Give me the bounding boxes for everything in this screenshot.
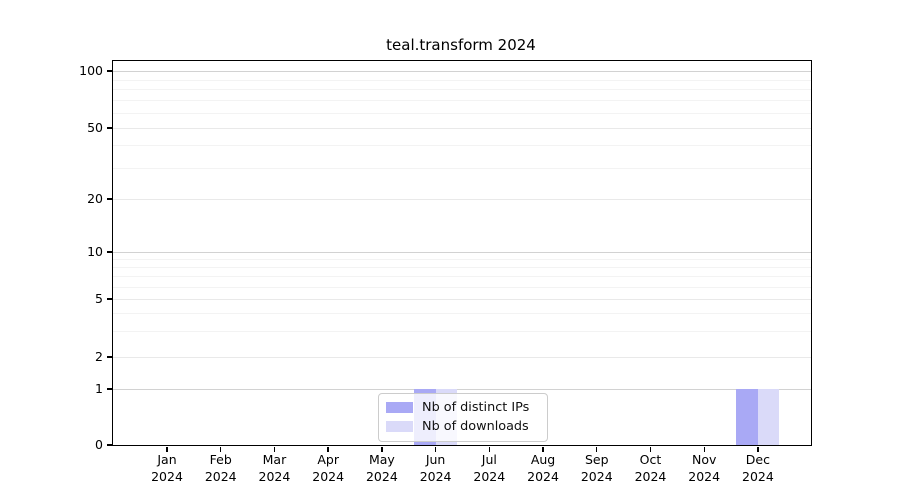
x-tick-mark (273, 446, 276, 452)
y-gridline-minor (113, 313, 811, 315)
x-label-month: Sep (584, 452, 609, 467)
x-label-month: Jul (481, 452, 497, 467)
x-tick-mark (649, 446, 652, 452)
y-gridline (113, 71, 811, 72)
y-tick-mark (106, 251, 112, 253)
legend: Nb of distinct IPs Nb of downloads (378, 393, 548, 442)
y-gridline-minor (113, 259, 811, 261)
x-tick-mark (757, 446, 759, 452)
x-label-year: 2024 (688, 468, 721, 484)
y-gridline-minor (113, 145, 811, 147)
x-label-month: Jun (425, 452, 446, 467)
y-tick-mark (106, 298, 112, 300)
y-axis-tick-label: 50 (87, 120, 103, 135)
y-tick-mark (106, 70, 112, 72)
bar-distinct-ips (736, 389, 758, 445)
x-label-year: 2024 (365, 468, 398, 484)
y-axis-tick-label: 10 (87, 244, 103, 259)
x-label-month: Nov (691, 452, 717, 467)
x-axis-tick-label: Aug 2024 (511, 452, 575, 485)
x-axis-tick-label: Mar 2024 (242, 452, 306, 485)
y-gridline-minor (113, 331, 811, 333)
x-tick-mark (434, 446, 437, 452)
x-axis-tick-label: Dec 2024 (726, 452, 790, 485)
y-gridline-minor (113, 167, 811, 169)
y-tick-mark (106, 444, 112, 446)
x-label-month: Apr (317, 452, 339, 467)
y-gridline-minor (113, 79, 811, 81)
x-axis-tick-label: Oct 2024 (618, 452, 682, 485)
x-axis-tick-label: Jul 2024 (457, 452, 521, 485)
x-label-month: May (368, 452, 395, 467)
x-label-year: 2024 (527, 468, 559, 484)
x-label-month: Feb (209, 452, 232, 467)
x-label-month: Dec (745, 452, 770, 467)
x-label-month: Mar (262, 452, 287, 467)
y-tick-mark (106, 356, 112, 358)
x-label-year: 2024 (312, 468, 345, 484)
x-label-month: Oct (639, 452, 662, 467)
legend-item-distinct-ips: Nb of distinct IPs (386, 398, 540, 417)
y-gridline (113, 389, 811, 390)
x-label-year: 2024 (742, 468, 774, 484)
y-axis-tick-label: 0 (95, 437, 103, 452)
x-axis-tick-label: Nov 2024 (672, 452, 736, 485)
bar-downloads (757, 389, 780, 445)
x-tick-mark (381, 446, 383, 452)
legend-label-downloads: Nb of downloads (422, 419, 529, 434)
y-gridline-minor (113, 286, 811, 288)
x-label-month: Aug (530, 452, 556, 467)
legend-label-distinct-ips: Nb of distinct IPs (422, 400, 530, 415)
x-axis-tick-label: Feb 2024 (189, 452, 253, 485)
x-label-year: 2024 (419, 468, 452, 484)
y-axis-tick-label: 1 (95, 381, 103, 396)
x-tick-mark (596, 446, 598, 452)
legend-swatch-downloads (386, 421, 413, 432)
y-axis-tick-label: 100 (79, 63, 103, 78)
y-tick-mark (106, 127, 112, 129)
x-tick-mark (327, 446, 329, 452)
y-gridline-minor (113, 113, 811, 114)
x-label-month: Jan (157, 452, 177, 467)
y-gridline-minor (113, 89, 811, 91)
x-label-year: 2024 (204, 468, 237, 484)
y-gridline (113, 357, 811, 358)
y-axis-tick-label: 5 (95, 291, 103, 306)
x-label-year: 2024 (151, 468, 183, 484)
plot-area: Nb of distinct IPs Nb of downloads 0 1 2 5 1… (79, 60, 812, 484)
y-gridline-minor (113, 276, 811, 278)
x-axis-tick-label: Jun 2024 (404, 452, 468, 485)
y-gridline (113, 252, 811, 253)
y-gridline-minor (113, 267, 811, 269)
y-gridline (113, 299, 811, 300)
x-label-year: 2024 (258, 468, 291, 484)
legend-item-downloads: Nb of downloads (386, 417, 540, 436)
x-tick-mark (220, 446, 222, 452)
x-axis-tick-label: Apr 2024 (296, 452, 360, 485)
x-axis-tick-label: Jan 2024 (135, 452, 199, 485)
y-tick-mark (106, 388, 112, 390)
y-tick-mark (106, 198, 112, 200)
y-gridline-minor (113, 100, 811, 102)
x-label-year: 2024 (580, 468, 613, 484)
x-label-year: 2024 (473, 468, 506, 484)
y-axis-tick-label: 2 (95, 349, 103, 364)
x-tick-mark (488, 446, 490, 452)
y-gridline (113, 199, 811, 200)
x-axis-tick-label: Sep 2024 (565, 452, 629, 485)
x-axis-tick-label: May 2024 (350, 452, 414, 485)
x-tick-mark (166, 446, 168, 452)
x-tick-mark (542, 446, 544, 452)
chart-title: teal.transform 2024 (386, 36, 536, 54)
x-label-year: 2024 (634, 468, 667, 484)
y-gridline (113, 128, 811, 129)
y-axis-tick-label: 20 (87, 191, 103, 206)
x-tick-mark (703, 446, 705, 452)
legend-swatch-distinct-ips (386, 402, 413, 413)
